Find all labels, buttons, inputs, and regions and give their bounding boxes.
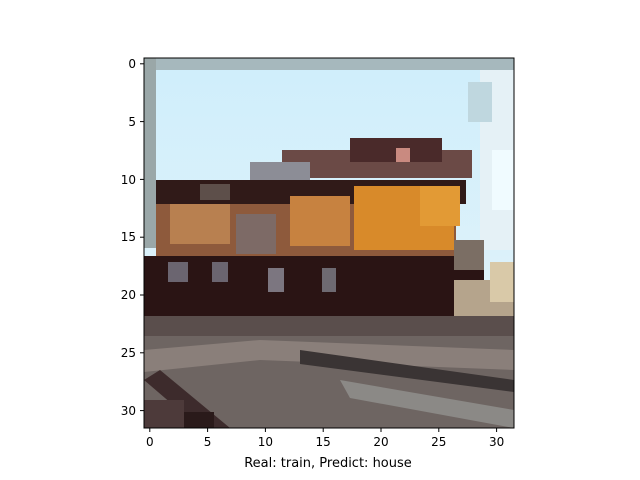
x-tick-label: 20 bbox=[373, 435, 388, 449]
y-tick-label: 15 bbox=[121, 230, 136, 244]
x-tick-label: 15 bbox=[316, 435, 331, 449]
y-tick-label: 20 bbox=[121, 288, 136, 302]
axes-frame bbox=[143, 57, 515, 429]
x-axis bbox=[149, 428, 498, 432]
x-tick-label: 10 bbox=[258, 435, 273, 449]
y-tick-label: 25 bbox=[121, 346, 136, 360]
x-tick-label: 30 bbox=[489, 435, 504, 449]
y-tick-label: 30 bbox=[121, 404, 136, 418]
x-tick-label: 5 bbox=[204, 435, 212, 449]
x-tick-label: 0 bbox=[146, 435, 154, 449]
y-axis bbox=[140, 63, 144, 412]
y-tick-label: 10 bbox=[121, 173, 136, 187]
x-axis-label: Real: train, Predict: house bbox=[244, 456, 412, 471]
x-tick-label: 25 bbox=[431, 435, 446, 449]
y-tick-label: 5 bbox=[128, 115, 136, 129]
y-tick-label: 0 bbox=[128, 57, 136, 71]
image-area bbox=[144, 58, 514, 428]
